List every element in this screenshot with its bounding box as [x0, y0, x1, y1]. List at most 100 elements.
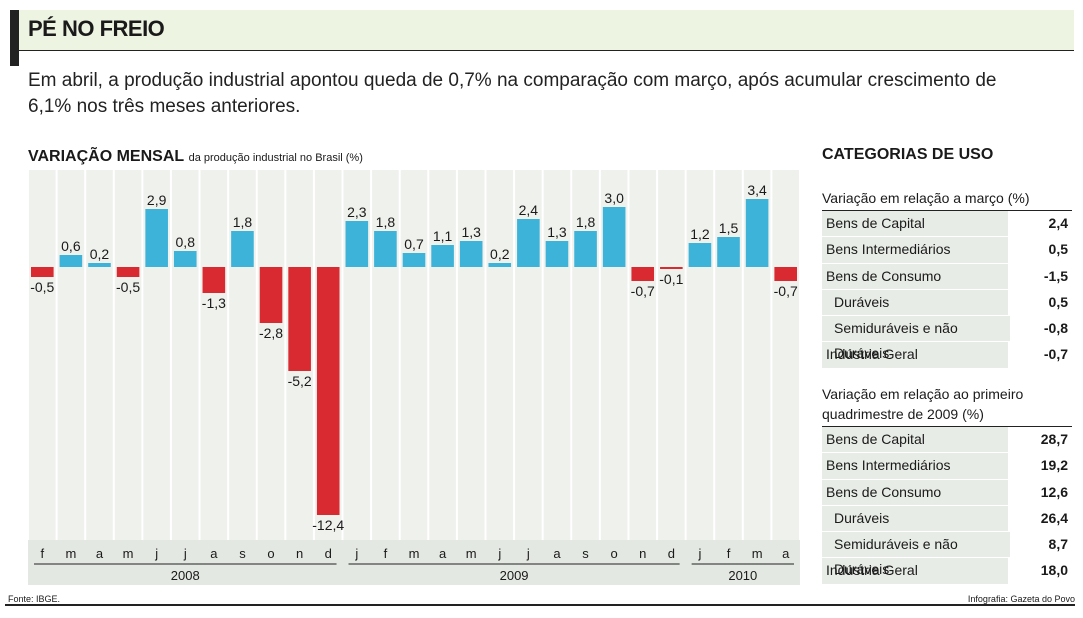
categorias-panel: CATEGORIAS DE USO [822, 146, 1072, 164]
row-value: 28,7 [1008, 427, 1072, 453]
row-value: 0,5 [1008, 237, 1072, 263]
column-bg [429, 170, 456, 585]
row-value: 18,0 [1008, 558, 1072, 584]
column-bg [57, 170, 85, 585]
table-row: Bens de Consumo 12,6 [822, 479, 1072, 506]
bar [374, 231, 397, 267]
chart-title: VARIAÇÃO MENSAL da produção industrial n… [28, 148, 363, 166]
table-row: Indústria Geral 18,0 [822, 558, 1072, 585]
categorias-title: CATEGORIAS DE USO [822, 146, 994, 163]
bar [660, 267, 683, 269]
data-label: -0,5 [116, 279, 140, 295]
data-label: 0,6 [61, 238, 81, 254]
bar [316, 267, 340, 515]
column-bg [171, 170, 199, 585]
data-label: -2,8 [259, 325, 283, 341]
row-label: Duráveis [834, 509, 890, 526]
bar [517, 219, 540, 267]
bar [31, 267, 54, 277]
table-row: Duráveis 26,4 [822, 505, 1072, 533]
column-bg [772, 170, 799, 585]
month-tick-label: m [466, 546, 477, 561]
data-label: -0,5 [30, 279, 54, 295]
table-row: Semiduráveis e não Duráveis 8,7 [822, 532, 1072, 578]
data-label: 3,0 [604, 190, 624, 206]
data-label: -1,3 [202, 295, 226, 311]
column-bg [286, 170, 313, 585]
bar [345, 221, 369, 267]
data-label: 1,1 [433, 228, 453, 244]
data-label: -0,1 [659, 271, 683, 287]
row-label: Semiduráveis e não Duráveis [834, 320, 958, 362]
credit-note: Infografia: Gazeta do Povo [967, 594, 1075, 604]
row-label: Bens de Capital [826, 215, 925, 231]
table-row: Bens Intermediários 0,5 [822, 237, 1072, 264]
column-bg [457, 170, 485, 585]
data-label: 2,4 [519, 202, 539, 218]
bar [774, 267, 797, 281]
month-tick-label: m [752, 546, 763, 561]
row-label: Semiduráveis e não Duráveis [834, 536, 958, 578]
data-label: 1,3 [461, 224, 481, 240]
month-tick-label: f [727, 546, 731, 561]
month-tick-label: a [439, 546, 447, 561]
data-label: 0,2 [90, 246, 110, 262]
header-band [10, 10, 1074, 51]
month-tick-label: j [526, 546, 530, 561]
month-tick-label: m [409, 546, 420, 561]
month-tick-label: a [96, 546, 104, 561]
data-label: 1,3 [547, 224, 567, 240]
row-value: -0,7 [1008, 342, 1072, 368]
month-tick-label: s [582, 546, 589, 561]
data-label: 1,5 [719, 220, 739, 236]
column-bg [29, 170, 56, 585]
month-tick-label: f [40, 546, 44, 561]
row-value: -0,8 [1010, 316, 1072, 342]
table-caption: Variação em relação ao primeiro quadrime… [822, 384, 1072, 427]
row-value: 19,2 [1008, 453, 1072, 479]
month-tick-label: o [611, 546, 618, 561]
year-label: 2009 [500, 568, 529, 583]
chart-title-rest: da produção industrial no Brasil (%) [188, 152, 363, 164]
source-note: Fonte: IBGE. [8, 594, 61, 604]
year-label: 2010 [728, 568, 757, 583]
month-tick-label: o [267, 546, 274, 561]
table-caption: Variação em relação a março (%) [822, 188, 1072, 211]
bar [88, 263, 111, 267]
month-tick-label: m [65, 546, 76, 561]
bar [459, 241, 483, 267]
table-2009: Variação em relação ao primeiro quadrime… [822, 384, 1072, 585]
table-row: Semiduráveis e não Duráveis -0,8 [822, 316, 1072, 362]
row-label: Bens de Capital [826, 431, 925, 447]
month-tick-label: s [239, 546, 246, 561]
row-label: Indústria Geral [826, 346, 918, 363]
month-tick-label: j [354, 546, 358, 561]
table-row: Indústria Geral -0,7 [822, 342, 1072, 369]
row-label: Bens de Consumo [826, 483, 942, 500]
year-label: 2008 [171, 568, 200, 583]
bar [717, 237, 740, 267]
row-label: Bens Intermediários [826, 457, 951, 474]
month-tick-label: j [497, 546, 501, 561]
data-label: 1,8 [233, 214, 253, 230]
row-value: 0,5 [1008, 289, 1072, 316]
month-tick-label: n [639, 546, 646, 561]
axis-band [28, 540, 800, 585]
data-label: 1,8 [376, 214, 396, 230]
row-value: -1,5 [1008, 263, 1072, 289]
column-bg [257, 170, 285, 585]
bar [602, 207, 626, 267]
row-label: Bens de Consumo [826, 267, 942, 284]
month-tick-label: a [553, 546, 561, 561]
column-bg [629, 170, 657, 585]
bar-chart: -0,5 f 0,6 m 0,2 a -0,5 m 2,9 j 0,8 j -1,3 a 1,8 s -2,8 o… [28, 170, 800, 585]
column-bg [200, 170, 228, 585]
row-label: Indústria Geral [826, 562, 918, 579]
column-bg [114, 170, 142, 585]
column-bg [658, 170, 685, 585]
row-value: 12,6 [1008, 479, 1072, 505]
data-label: 0,2 [490, 246, 510, 262]
data-label: 2,9 [147, 192, 167, 208]
month-tick-label: d [325, 546, 332, 561]
row-value: 8,7 [1010, 532, 1072, 558]
